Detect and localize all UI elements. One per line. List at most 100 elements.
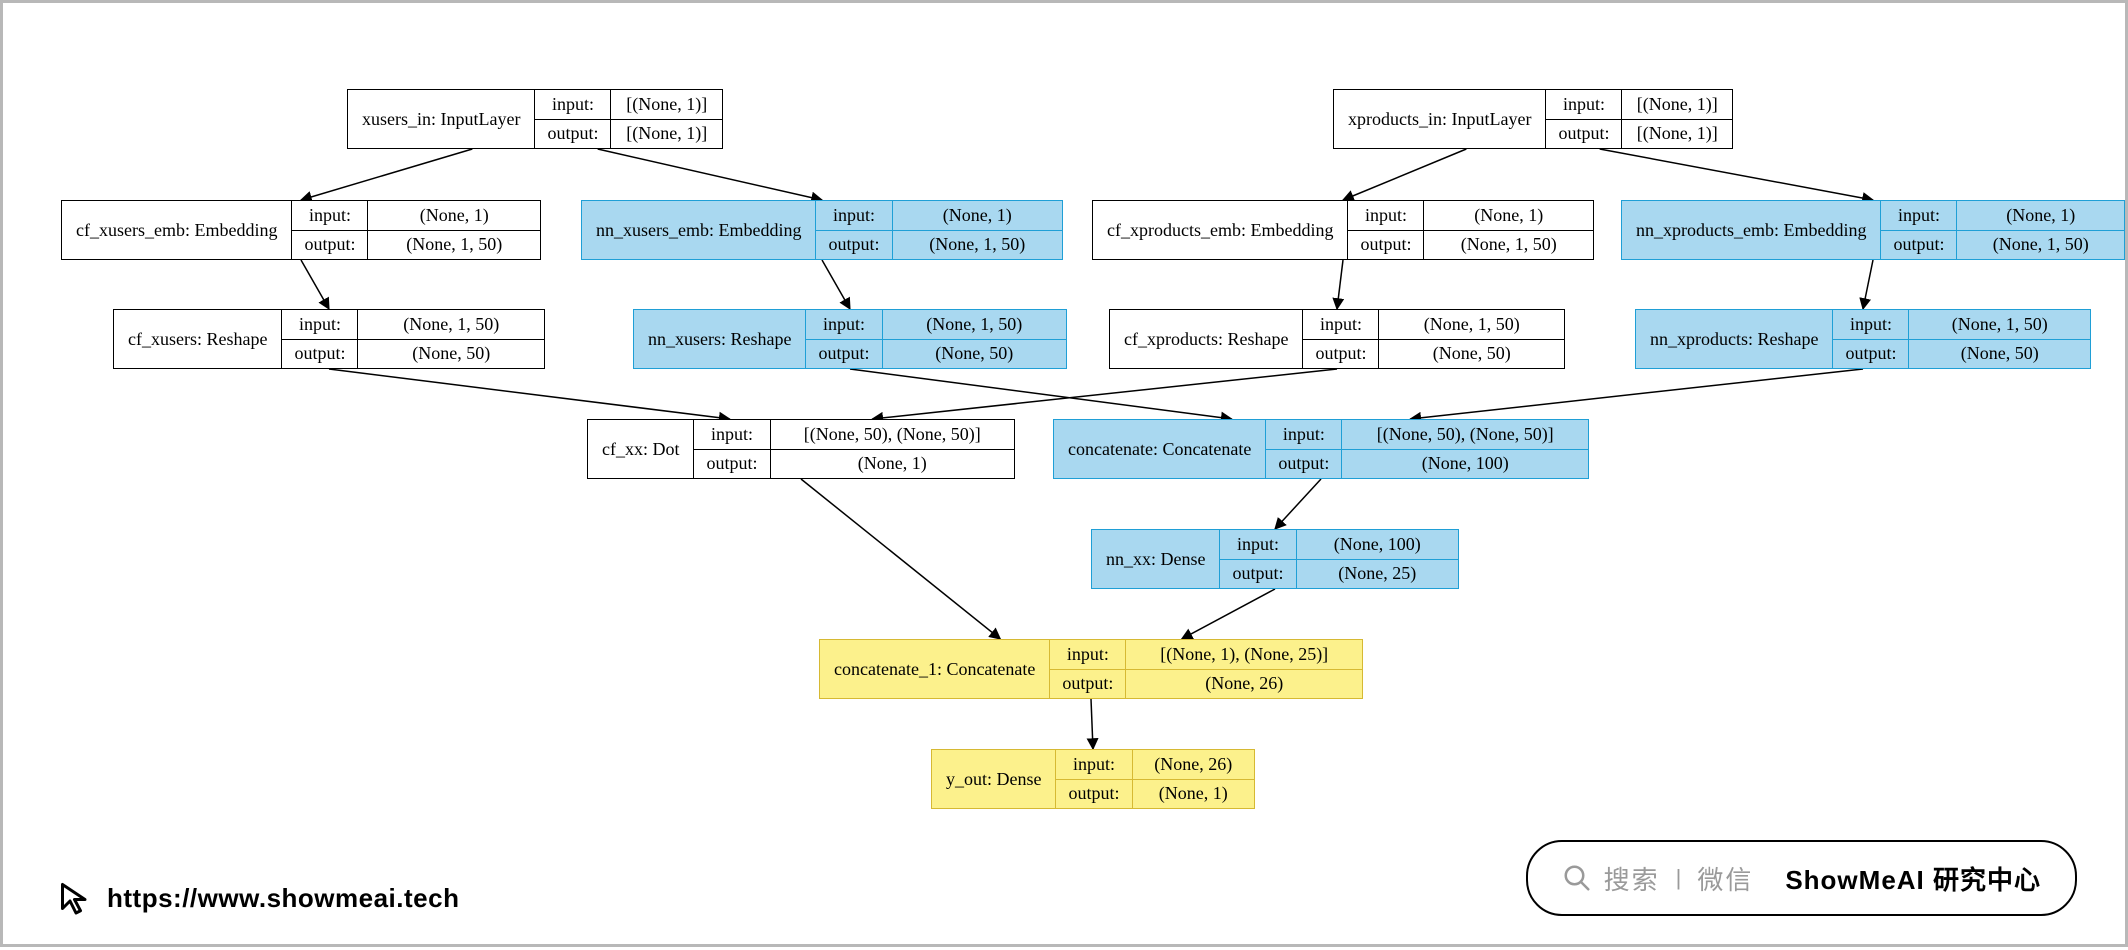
output-shape: (None, 26) bbox=[1126, 669, 1362, 699]
input-label: input: bbox=[806, 310, 881, 339]
input-shape: (None, 1, 50) bbox=[358, 310, 544, 339]
output-label: output: bbox=[816, 230, 891, 260]
output-label: output: bbox=[1266, 449, 1341, 479]
node-label: nn_xproducts: Reshape bbox=[1636, 310, 1833, 368]
node-xproducts_in: xproducts_in: InputLayerinput:output:[(N… bbox=[1333, 89, 1733, 149]
output-label: output: bbox=[1050, 669, 1125, 699]
node-io-labels: input:output: bbox=[694, 420, 770, 478]
node-y_out: y_out: Denseinput:output:(None, 26)(None… bbox=[931, 749, 1255, 809]
input-shape: (None, 1) bbox=[368, 201, 540, 230]
output-label: output: bbox=[806, 339, 881, 369]
edge-xproducts_in-cf_xproducts_emb bbox=[1343, 149, 1466, 200]
node-io-labels: input:output: bbox=[1056, 750, 1132, 808]
node-shapes: [(None, 50), (None, 50)](None, 100) bbox=[1342, 420, 1588, 478]
node-shapes: [(None, 1)][(None, 1)] bbox=[611, 90, 722, 148]
input-shape: (None, 1, 50) bbox=[1379, 310, 1564, 339]
diagram-canvas: xusers_in: InputLayerinput:output:[(None… bbox=[0, 0, 2128, 947]
search-label-2: 微信 bbox=[1697, 860, 1753, 897]
output-shape: [(None, 1)] bbox=[611, 119, 722, 149]
node-shapes: (None, 1)(None, 1, 50) bbox=[1424, 201, 1593, 259]
node-io-labels: input:output: bbox=[1220, 530, 1296, 588]
node-io-labels: input:output: bbox=[1303, 310, 1379, 368]
node-label: nn_xx: Dense bbox=[1092, 530, 1220, 588]
node-shapes: (None, 100)(None, 25) bbox=[1297, 530, 1459, 588]
node-label: y_out: Dense bbox=[932, 750, 1056, 808]
node-label: xusers_in: InputLayer bbox=[348, 90, 535, 148]
input-label: input: bbox=[535, 90, 610, 119]
output-label: output: bbox=[535, 119, 610, 149]
output-label: output: bbox=[1303, 339, 1378, 369]
node-shapes: (None, 1)(None, 1, 50) bbox=[893, 201, 1063, 259]
input-shape: (None, 1) bbox=[1957, 201, 2124, 230]
output-shape: (None, 1, 50) bbox=[1957, 230, 2124, 260]
node-label: nn_xusers_emb: Embedding bbox=[582, 201, 816, 259]
search-icon bbox=[1562, 863, 1592, 893]
node-io-labels: input:output: bbox=[292, 201, 368, 259]
node-shapes: (None, 1, 50)(None, 50) bbox=[883, 310, 1067, 368]
node-io-labels: input:output: bbox=[535, 90, 611, 148]
node-shapes: [(None, 50), (None, 50)](None, 1) bbox=[771, 420, 1015, 478]
node-label: cf_xx: Dot bbox=[588, 420, 694, 478]
node-nn_xx: nn_xx: Denseinput:output:(None, 100)(Non… bbox=[1091, 529, 1459, 589]
node-nn_xusers: nn_xusers: Reshapeinput:output:(None, 1,… bbox=[633, 309, 1067, 369]
node-cf_xproducts: cf_xproducts: Reshapeinput:output:(None,… bbox=[1109, 309, 1565, 369]
edge-cf_xproducts_emb-cf_xproducts bbox=[1337, 260, 1343, 309]
edge-xusers_in-cf_xusers_emb bbox=[301, 149, 472, 200]
edge-nn_xusers-concat bbox=[850, 369, 1232, 419]
input-shape: (None, 1, 50) bbox=[1909, 310, 2090, 339]
edge-cf_xx-concat1 bbox=[801, 479, 1000, 639]
search-label-1: 搜索 bbox=[1604, 860, 1660, 897]
node-io-labels: input:output: bbox=[1266, 420, 1342, 478]
input-label: input: bbox=[1833, 310, 1908, 339]
edge-nn_xusers_emb-nn_xusers bbox=[822, 260, 850, 309]
input-shape: (None, 1) bbox=[893, 201, 1063, 230]
edge-cf_xusers_emb-cf_xusers bbox=[301, 260, 329, 309]
search-divider: | bbox=[1672, 865, 1686, 891]
node-shapes: [(None, 1)][(None, 1)] bbox=[1622, 90, 1732, 148]
node-io-labels: input:output: bbox=[806, 310, 882, 368]
node-cf_xusers: cf_xusers: Reshapeinput:output:(None, 1,… bbox=[113, 309, 545, 369]
node-shapes: (None, 1, 50)(None, 50) bbox=[1909, 310, 2090, 368]
input-label: input: bbox=[282, 310, 357, 339]
input-shape: [(None, 50), (None, 50)] bbox=[771, 420, 1015, 449]
input-shape: (None, 100) bbox=[1297, 530, 1459, 559]
node-nn_xusers_emb: nn_xusers_emb: Embeddinginput:output:(No… bbox=[581, 200, 1063, 260]
input-label: input: bbox=[1266, 420, 1341, 449]
node-label: cf_xproducts: Reshape bbox=[1110, 310, 1303, 368]
edge-nn_xx-concat1 bbox=[1182, 589, 1275, 639]
output-shape: (None, 50) bbox=[883, 339, 1067, 369]
input-shape: (None, 26) bbox=[1133, 750, 1255, 779]
node-cf_xx: cf_xx: Dotinput:output:[(None, 50), (Non… bbox=[587, 419, 1015, 479]
output-shape: (None, 1, 50) bbox=[893, 230, 1063, 260]
node-shapes: (None, 1, 50)(None, 50) bbox=[1379, 310, 1564, 368]
input-shape: (None, 1, 50) bbox=[883, 310, 1067, 339]
node-io-labels: input:output: bbox=[282, 310, 358, 368]
output-shape: (None, 1, 50) bbox=[368, 230, 540, 260]
node-io-labels: input:output: bbox=[1050, 640, 1126, 698]
input-shape: [(None, 1), (None, 25)] bbox=[1126, 640, 1362, 669]
node-cf_xusers_emb: cf_xusers_emb: Embeddinginput:output:(No… bbox=[61, 200, 541, 260]
input-label: input: bbox=[816, 201, 891, 230]
node-label: cf_xusers: Reshape bbox=[114, 310, 282, 368]
output-label: output: bbox=[1348, 230, 1423, 260]
node-io-labels: input:output: bbox=[1833, 310, 1909, 368]
output-label: output: bbox=[292, 230, 367, 260]
output-label: output: bbox=[1546, 119, 1621, 149]
output-shape: (None, 100) bbox=[1342, 449, 1588, 479]
node-nn_xproducts_emb: nn_xproducts_emb: Embeddinginput:output:… bbox=[1621, 200, 2125, 260]
output-shape: (None, 25) bbox=[1297, 559, 1459, 589]
input-shape: [(None, 1)] bbox=[1622, 90, 1732, 119]
input-label: input: bbox=[1546, 90, 1621, 119]
input-label: input: bbox=[1056, 750, 1131, 779]
node-shapes: (None, 26)(None, 1) bbox=[1133, 750, 1255, 808]
edge-concat1-y_out bbox=[1091, 699, 1093, 749]
node-cf_xproducts_emb: cf_xproducts_emb: Embeddinginput:output:… bbox=[1092, 200, 1594, 260]
input-label: input: bbox=[1050, 640, 1125, 669]
input-shape: [(None, 50), (None, 50)] bbox=[1342, 420, 1588, 449]
node-shapes: (None, 1)(None, 1, 50) bbox=[1957, 201, 2124, 259]
edge-xproducts_in-nn_xproducts_emb bbox=[1600, 149, 1873, 200]
node-label: xproducts_in: InputLayer bbox=[1334, 90, 1546, 148]
node-io-labels: input:output: bbox=[1348, 201, 1424, 259]
input-label: input: bbox=[1881, 201, 1956, 230]
node-io-labels: input:output: bbox=[1546, 90, 1622, 148]
